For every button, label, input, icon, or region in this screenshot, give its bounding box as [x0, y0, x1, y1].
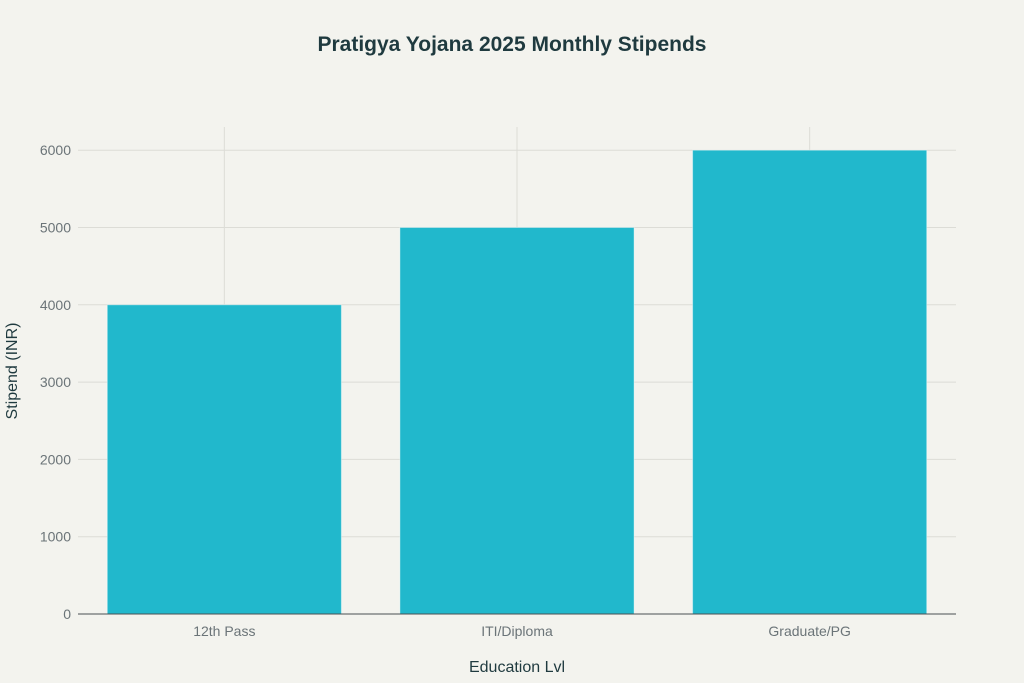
y-axis-label: Stipend (INR)	[4, 323, 21, 420]
x-tick-label: Graduate/PG	[768, 623, 851, 639]
y-tick-label: 1000	[40, 529, 71, 545]
chart-title: Pratigya Yojana 2025 Monthly Stipends	[317, 33, 706, 56]
bar-graduate-pg[interactable]	[692, 149, 928, 615]
y-tick-label: 2000	[40, 451, 71, 467]
y-tick-label: 4000	[40, 297, 71, 313]
y-tick-label: 3000	[40, 374, 71, 390]
bar-iti-diploma[interactable]	[399, 226, 635, 615]
x-axis-label: Education Lvl	[469, 659, 565, 676]
y-axis-ticks: 0 1000 2000 3000 4000 5000 6000	[40, 142, 71, 622]
x-tick-label: 12th Pass	[193, 623, 255, 639]
x-axis-ticks: 12th Pass ITI/Diploma Graduate/PG	[193, 623, 851, 639]
y-tick-label: 0	[63, 606, 71, 622]
bar-12th-pass[interactable]	[106, 304, 342, 615]
y-tick-label: 5000	[40, 219, 71, 235]
y-tick-label: 6000	[40, 142, 71, 158]
bars	[106, 149, 928, 615]
x-tick-label: ITI/Diploma	[481, 623, 553, 639]
